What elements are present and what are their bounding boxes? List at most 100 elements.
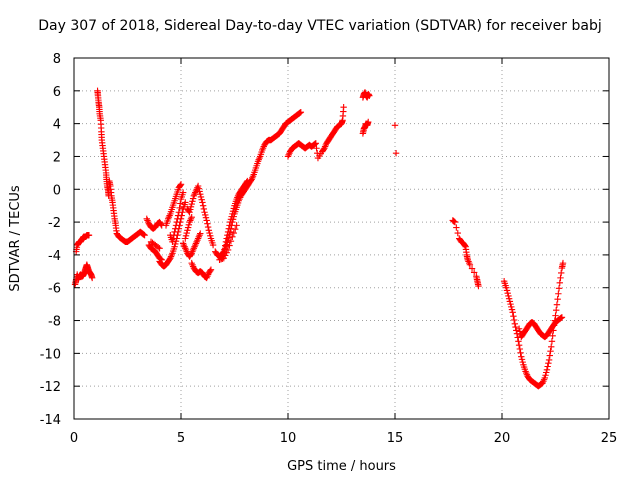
data-point [165,213,173,221]
data-point [365,118,372,126]
data-point [366,92,373,99]
y-tick-label: -12 [40,380,61,395]
series-spike-descent [94,87,148,245]
data-point [187,203,195,210]
data-point [85,232,93,239]
data-point [542,372,549,379]
y-tick-label: 2 [53,150,61,165]
data-point [312,140,320,147]
series-rise-a [212,108,305,260]
series-isolated-15 [391,122,400,157]
data-point [548,338,556,345]
data-point [166,256,173,263]
data-point [506,298,514,305]
data-point [243,178,250,186]
series-cluster-c [179,182,217,282]
data-point [556,279,563,287]
data-point [182,232,190,239]
data-point [232,226,239,233]
data-point [229,207,237,215]
y-tick-label: 4 [53,118,61,133]
y-axis-label: SDTVAR / TECUs [8,185,23,292]
data-point [465,258,472,265]
data-point [226,222,233,229]
data-point [227,216,235,223]
data-point [206,229,213,237]
data-point [547,347,554,355]
data-point [202,214,210,221]
data-point [196,188,203,195]
data-point [543,366,551,373]
x-tick-label: 20 [494,431,511,446]
data-point [557,274,564,282]
data-point [518,353,525,360]
data-point [199,202,207,209]
data-point [518,356,526,363]
data-point [544,363,551,370]
data-point [185,221,193,229]
data-point [313,145,320,152]
data-point [515,338,522,345]
chart-title: Day 307 of 2018, Sidereal Day-to-day VTE… [38,18,602,34]
data-point [209,241,217,249]
series-valley-inner [515,314,566,341]
data-point [197,230,204,237]
data-point [201,209,208,216]
data-point [559,259,567,267]
data-point [198,196,205,203]
data-point [176,204,183,212]
data-point [229,233,236,241]
x-axis-label: GPS time / hours [287,459,396,474]
data-point [233,222,240,229]
x-tick-label: 25 [601,431,618,446]
data-point [179,189,187,196]
y-tick-label: -2 [48,216,61,231]
data-point [177,181,185,188]
data-point [229,210,236,218]
data-point [223,249,230,256]
data-point [207,267,214,274]
data-point [197,193,205,201]
y-tick-label: 6 [53,85,61,100]
data-point [558,269,565,277]
data-point [517,349,524,357]
data-point [202,211,209,219]
data-point [224,228,232,236]
data-point [88,274,96,282]
data-point [199,199,206,206]
data-point [228,213,235,220]
series-upper-start [72,232,93,255]
data-point [508,303,515,311]
data-point [157,221,165,228]
data-point [555,290,562,297]
data-point [194,182,202,190]
data-point [545,356,553,364]
data-point [172,222,180,229]
data-point [175,209,183,216]
data-point [230,229,237,237]
data-point [187,217,194,224]
data-point [244,177,251,185]
series-rise-b [216,177,251,264]
series-mid-cluster-b [156,181,189,270]
data-point [182,199,189,206]
data-point [515,341,523,349]
y-tick-label: -10 [40,347,61,362]
data-point [156,245,163,252]
data-point [475,282,482,290]
data-point [187,206,194,213]
data-point [189,198,196,205]
data-point [227,218,234,226]
data-point [188,213,195,221]
data-point [451,218,459,226]
data-point [558,314,566,321]
data-point [207,266,215,273]
data-point [553,306,560,314]
data-point [512,323,519,331]
data-point [466,261,474,268]
data-point [225,225,232,232]
data-point [541,374,548,382]
data-point [552,312,559,319]
data-point [197,190,204,198]
data-point [545,360,552,367]
